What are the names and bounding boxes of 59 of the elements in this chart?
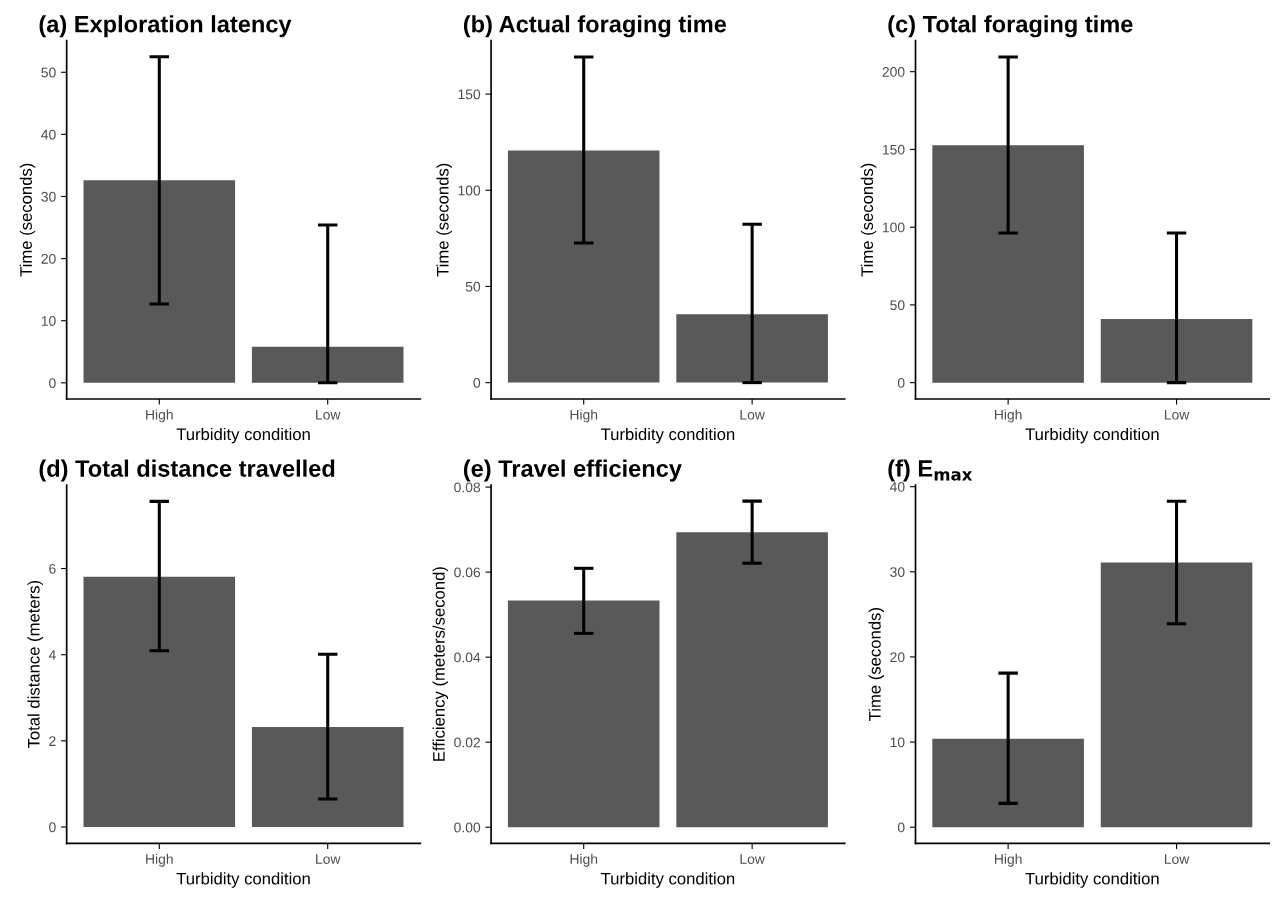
x-tick-label: High: [146, 853, 173, 867]
y-tick-label: 200: [882, 67, 905, 77]
y-tick-label: 50: [890, 300, 905, 311]
y-tick-label: 0: [897, 377, 905, 388]
y-tick-label: 150: [458, 89, 481, 100]
y-tick-label: 20: [41, 253, 56, 264]
x-tick-label: Low: [1164, 854, 1190, 864]
y-axis-title: Time (seconds): [868, 608, 885, 721]
y-axis-title: Total distance (meters): [27, 580, 43, 749]
y-tick-label: 20: [890, 652, 905, 663]
y-tick-label: 40: [41, 129, 56, 140]
y-tick-label: 50: [41, 67, 56, 78]
x-tick-label: Low: [740, 409, 765, 420]
chart-title: (c) Total foraging time: [888, 15, 1133, 38]
y-tick-label: 40: [889, 482, 905, 492]
x-tick-label: High: [994, 409, 1022, 423]
y-tick-label: 0: [49, 378, 56, 388]
y-tick-label: 0: [897, 822, 905, 833]
y-tick-label: 0.02: [454, 737, 480, 748]
y-tick-label: 10: [890, 737, 905, 748]
x-tick-label: Low: [740, 854, 765, 864]
chart-title: (a) Exploration latency: [39, 15, 292, 38]
x-tick-label: Low: [316, 409, 341, 420]
x-tick-label: High: [570, 853, 598, 867]
y-axis-title: Time (seconds): [860, 163, 877, 277]
x-axis-title: Turbidity condition: [176, 427, 310, 444]
x-tick-label: Low: [316, 854, 341, 864]
y-tick-label: 100: [882, 222, 905, 233]
y-tick-label: 0: [473, 377, 481, 388]
x-axis-title: Turbidity condition: [176, 872, 310, 888]
x-axis-title: Turbidity condition: [1025, 872, 1159, 888]
x-tick-label: High: [570, 409, 598, 423]
y-tick-label: 50: [465, 281, 481, 292]
x-axis-title: Turbidity condition: [600, 427, 735, 444]
y-axis-title: Time (seconds): [436, 163, 452, 277]
y-tick-label: 0.08: [454, 482, 481, 493]
y-tick-label: 150: [882, 144, 905, 155]
chart-title: (e) Travel efficiency: [463, 459, 682, 482]
y-tick-label: 4: [48, 650, 56, 660]
y-tick-label: 0: [49, 822, 56, 833]
y-tick-label: 10: [41, 316, 56, 326]
chart-title: (b) Actual foraging time: [463, 15, 727, 38]
x-axis-title: Turbidity condition: [1025, 427, 1159, 444]
x-tick-label: High: [994, 853, 1022, 867]
y-tick-label: 30: [41, 191, 56, 202]
x-tick-label: Low: [1164, 409, 1190, 420]
x-axis-title: Turbidity condition: [600, 872, 735, 888]
y-axis-title: Efficiency (meters/second): [432, 567, 449, 761]
y-tick-label: 100: [458, 185, 481, 196]
y-axis-title: Time (seconds): [19, 163, 36, 277]
y-tick-label: 0.06: [454, 567, 481, 578]
y-tick-label: 0.04: [454, 652, 481, 663]
chart-title: (f) E$_{max}$: [888, 459, 973, 482]
y-tick-label: 0.00: [454, 822, 481, 833]
y-tick-label: 6: [49, 563, 56, 574]
chart-title: (d) Total distance travelled: [39, 459, 335, 482]
y-tick-label: 2: [49, 736, 56, 746]
y-tick-label: 30: [890, 567, 905, 577]
x-tick-label: High: [146, 409, 173, 423]
